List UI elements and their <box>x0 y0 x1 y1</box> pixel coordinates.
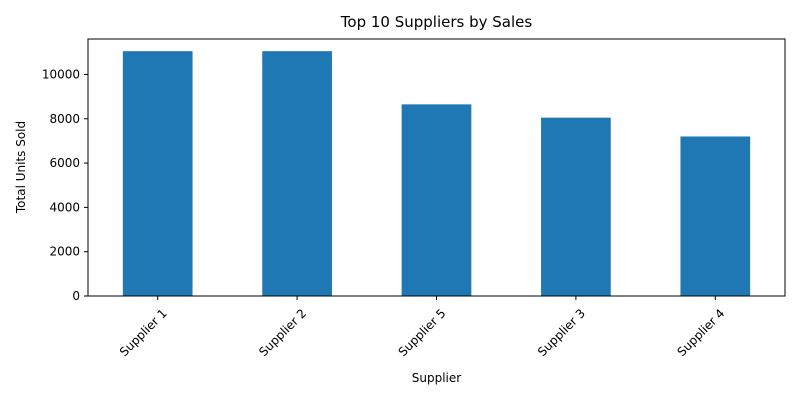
y-tick-label: 2000 <box>49 245 80 259</box>
y-tick-label: 8000 <box>49 112 80 126</box>
x-axis-label: Supplier <box>412 371 462 385</box>
x-tick-label: Supplier 2 <box>256 306 309 359</box>
y-tick-label: 4000 <box>49 200 80 214</box>
y-tick-label: 0 <box>72 289 80 303</box>
y-tick-label: 10000 <box>42 67 80 81</box>
bar-supplier-5 <box>401 104 472 296</box>
x-tick-label: Supplier 1 <box>117 306 170 359</box>
y-tick-label: 6000 <box>49 156 80 170</box>
x-tick-label: Supplier 5 <box>396 306 449 359</box>
bar-supplier-3 <box>541 117 611 296</box>
bar-supplier-2 <box>262 51 332 296</box>
x-axis: Supplier 1 Supplier 2 Supplier 5 Supplier 3… <box>117 296 727 359</box>
y-axis: 0 2000 4000 6000 8000 10000 <box>42 67 88 303</box>
x-tick-label: Supplier 4 <box>674 306 727 359</box>
chart-title: Top 10 Suppliers by Sales <box>340 13 533 31</box>
y-axis-label: Total Units Sold <box>14 121 28 214</box>
x-tick-label: Supplier 3 <box>535 306 588 359</box>
bars-group <box>122 51 751 296</box>
bar-supplier-1 <box>122 51 193 296</box>
bar-supplier-4 <box>680 136 751 296</box>
plot-frame <box>87 38 786 297</box>
